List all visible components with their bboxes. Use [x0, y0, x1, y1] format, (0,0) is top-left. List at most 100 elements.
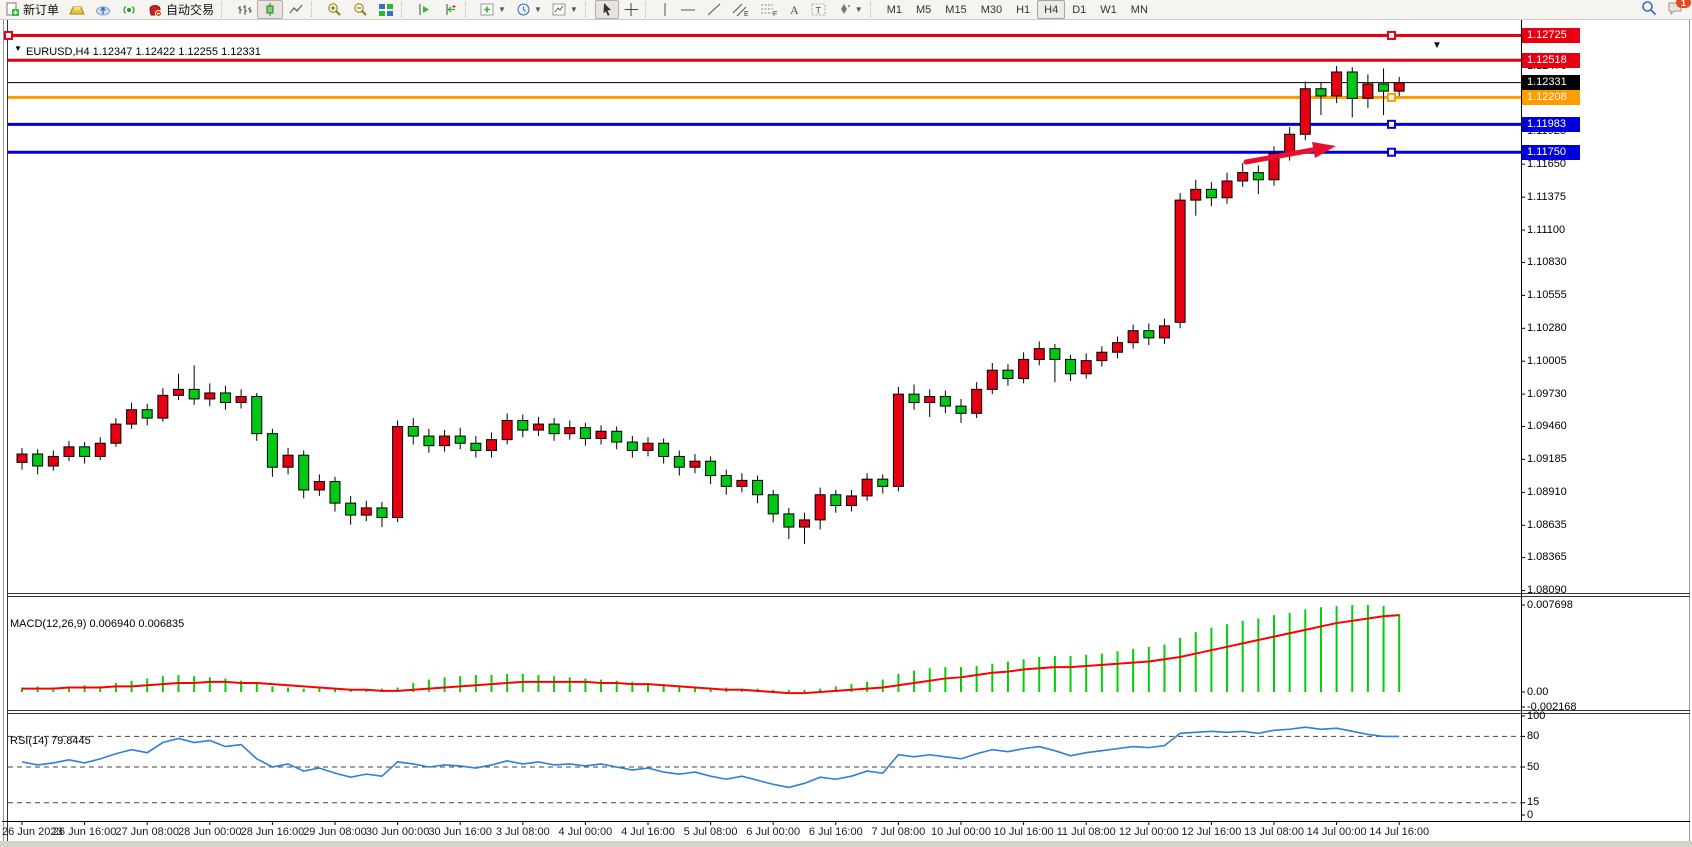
timeframe-button-h4[interactable]: H4: [1037, 0, 1066, 19]
gold-button[interactable]: [64, 0, 90, 19]
magnifier-plus-icon: [326, 2, 342, 17]
candle: [908, 393, 920, 404]
svg-text:T: T: [815, 6, 821, 16]
chevron-down-icon: ▼: [569, 4, 578, 14]
channel-tool-button[interactable]: E: [727, 0, 755, 19]
candle: [720, 475, 732, 487]
candle: [642, 442, 654, 451]
candle: [1143, 330, 1155, 339]
hline-tool-button[interactable]: [675, 0, 701, 19]
gold-ingot-icon: [69, 3, 85, 17]
template-button[interactable]: ▼: [547, 0, 583, 19]
publish-button[interactable]: [90, 0, 116, 19]
candle: [1315, 88, 1327, 97]
crosshair-icon: [624, 2, 638, 17]
add-indicator-button[interactable]: ▼: [475, 0, 511, 19]
candle: [94, 442, 106, 457]
timeframe-button-m5[interactable]: M5: [916, 3, 932, 16]
candle: [423, 435, 435, 447]
candle: [517, 419, 529, 431]
toolbar: 新订单 自动交易: [0, 0, 1692, 20]
toolbar-separator: [465, 2, 473, 17]
autotrade-button[interactable]: 自动交易: [142, 0, 219, 19]
candlestick-button[interactable]: [257, 0, 284, 19]
candle: [313, 481, 325, 491]
chart-window[interactable]: ▼ EURUSD,H4 1.12347 1.12422 1.12255 1.12…: [0, 19, 1692, 841]
toolbar-separator: [584, 2, 593, 17]
candle: [1221, 180, 1233, 199]
candle: [892, 393, 904, 487]
candle: [595, 430, 607, 439]
bar-chart-button[interactable]: [231, 0, 257, 19]
trendline-tool-button[interactable]: [701, 0, 727, 19]
candle: [1346, 71, 1358, 99]
chat-badge: 1: [1676, 0, 1691, 8]
candle: [1174, 199, 1186, 323]
chat-icon[interactable]: 1: [1667, 0, 1691, 19]
auto-scroll-button[interactable]: [411, 0, 437, 19]
candle: [532, 423, 544, 431]
candle: [360, 507, 372, 516]
search-icon[interactable]: [1641, 0, 1657, 19]
candle: [251, 396, 263, 435]
arrows-tool-button[interactable]: ▼: [832, 0, 868, 19]
candle: [298, 454, 310, 491]
candle: [924, 396, 936, 404]
zoom-out-button[interactable]: [347, 0, 373, 19]
svg-text:E: E: [744, 11, 749, 17]
candle: [329, 481, 341, 504]
new-order-icon: [5, 2, 20, 17]
text-label-icon: T: [811, 2, 827, 17]
timeframe-button-w1[interactable]: W1: [1100, 3, 1117, 16]
text-icon: A: [788, 2, 801, 17]
timeframe-button-mn[interactable]: MN: [1130, 3, 1148, 16]
candle: [1002, 369, 1014, 380]
trendline-icon: [706, 2, 722, 17]
tile-windows-button[interactable]: [373, 0, 399, 19]
toolbar-separator: [311, 2, 319, 17]
cursor-button[interactable]: [594, 0, 619, 19]
timeframe-button-h1[interactable]: H1: [1016, 3, 1031, 16]
zoom-in-button[interactable]: [321, 0, 347, 19]
candle: [845, 495, 857, 507]
ohlc-bars-icon: [236, 2, 253, 17]
period-button[interactable]: ▼: [511, 0, 547, 19]
text-tool-button[interactable]: A: [783, 0, 806, 19]
timeframe-button-m30[interactable]: M30: [980, 3, 1003, 16]
candle: [173, 388, 184, 396]
candle: [392, 425, 404, 518]
candle: [579, 427, 591, 439]
crosshair-button[interactable]: [619, 0, 643, 19]
chart-shift-button[interactable]: [437, 0, 463, 19]
line-chart-button[interactable]: [283, 0, 309, 19]
chevron-down-icon: ▼: [498, 4, 506, 14]
candle: [79, 446, 91, 457]
candle: [939, 396, 951, 407]
candle: [1080, 360, 1092, 375]
candle: [32, 453, 44, 467]
autotrade-label: 自动交易: [166, 3, 215, 17]
candle: [1112, 342, 1123, 353]
candle: [1378, 83, 1390, 92]
candle: [548, 423, 560, 435]
new-order-button[interactable]: 新订单: [0, 0, 64, 19]
timeframe-button-d1[interactable]: D1: [1072, 3, 1087, 16]
template-icon: [552, 2, 567, 17]
rsi-indicator-label: RSI(14) 79.8445: [10, 735, 91, 747]
timeframe-group: M1 M5 M15 M30 H1 H4 D1 W1 MN: [880, 0, 1155, 19]
chevron-down-icon: ▼: [533, 4, 542, 14]
label-tool-button[interactable]: T: [806, 0, 832, 19]
fibonacci-tool-button[interactable]: F: [755, 0, 783, 19]
vline-tool-button[interactable]: [655, 0, 675, 19]
candle: [814, 494, 826, 521]
timeframe-button-m1[interactable]: M1: [886, 3, 902, 16]
line-chart-icon: [288, 2, 304, 17]
timeframe-button-m15[interactable]: M15: [945, 3, 967, 16]
signal-button[interactable]: [116, 0, 142, 19]
candle: [971, 388, 983, 414]
candle: [1127, 330, 1139, 344]
candle: [752, 479, 764, 496]
chart-shift-marker-icon[interactable]: ▼: [1432, 40, 1442, 51]
add-indicator-icon: [480, 2, 495, 17]
